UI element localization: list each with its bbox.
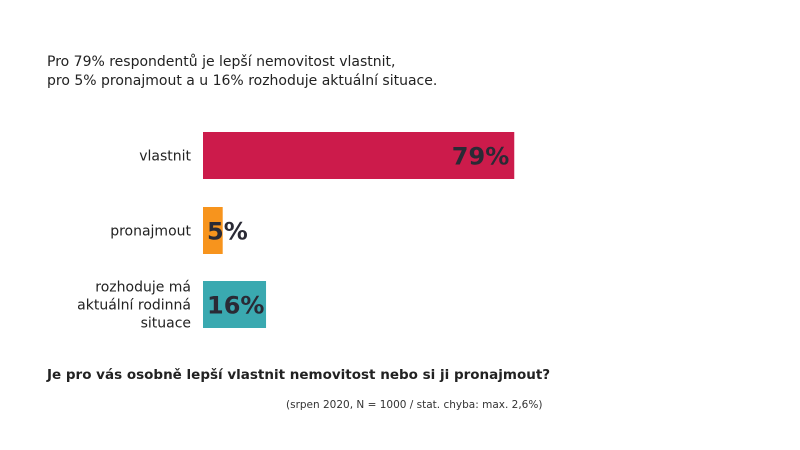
category-label-2: rozhoduje má bbox=[95, 280, 191, 296]
data-label-2: 16% bbox=[207, 292, 264, 320]
bar-1 bbox=[203, 207, 223, 254]
subtitle-line-1: Pro 79% respondentů je lepší nemovitost … bbox=[47, 54, 396, 70]
subtitle-line-2: pro 5% pronajmout a u 16% rozhoduje aktu… bbox=[47, 73, 438, 89]
survey-question: Je pro vás osobně lepší vlastnit nemovit… bbox=[47, 367, 551, 383]
bar-2 bbox=[203, 281, 267, 328]
survey-note: (srpen 2020, N = 1000 / stat. chyba: max… bbox=[286, 399, 543, 411]
data-label-0: 79% bbox=[452, 143, 509, 171]
category-label-2: aktuální rodinná bbox=[77, 298, 191, 314]
bar-0 bbox=[203, 132, 515, 179]
category-label-1: pronajmout bbox=[110, 224, 191, 240]
category-label-0: vlastnit bbox=[139, 149, 191, 165]
data-label-1: 5% bbox=[207, 218, 248, 246]
chart-subtitle: Pro 79% respondentů je lepší nemovitost … bbox=[47, 53, 437, 91]
category-label-2: situace bbox=[141, 316, 191, 332]
